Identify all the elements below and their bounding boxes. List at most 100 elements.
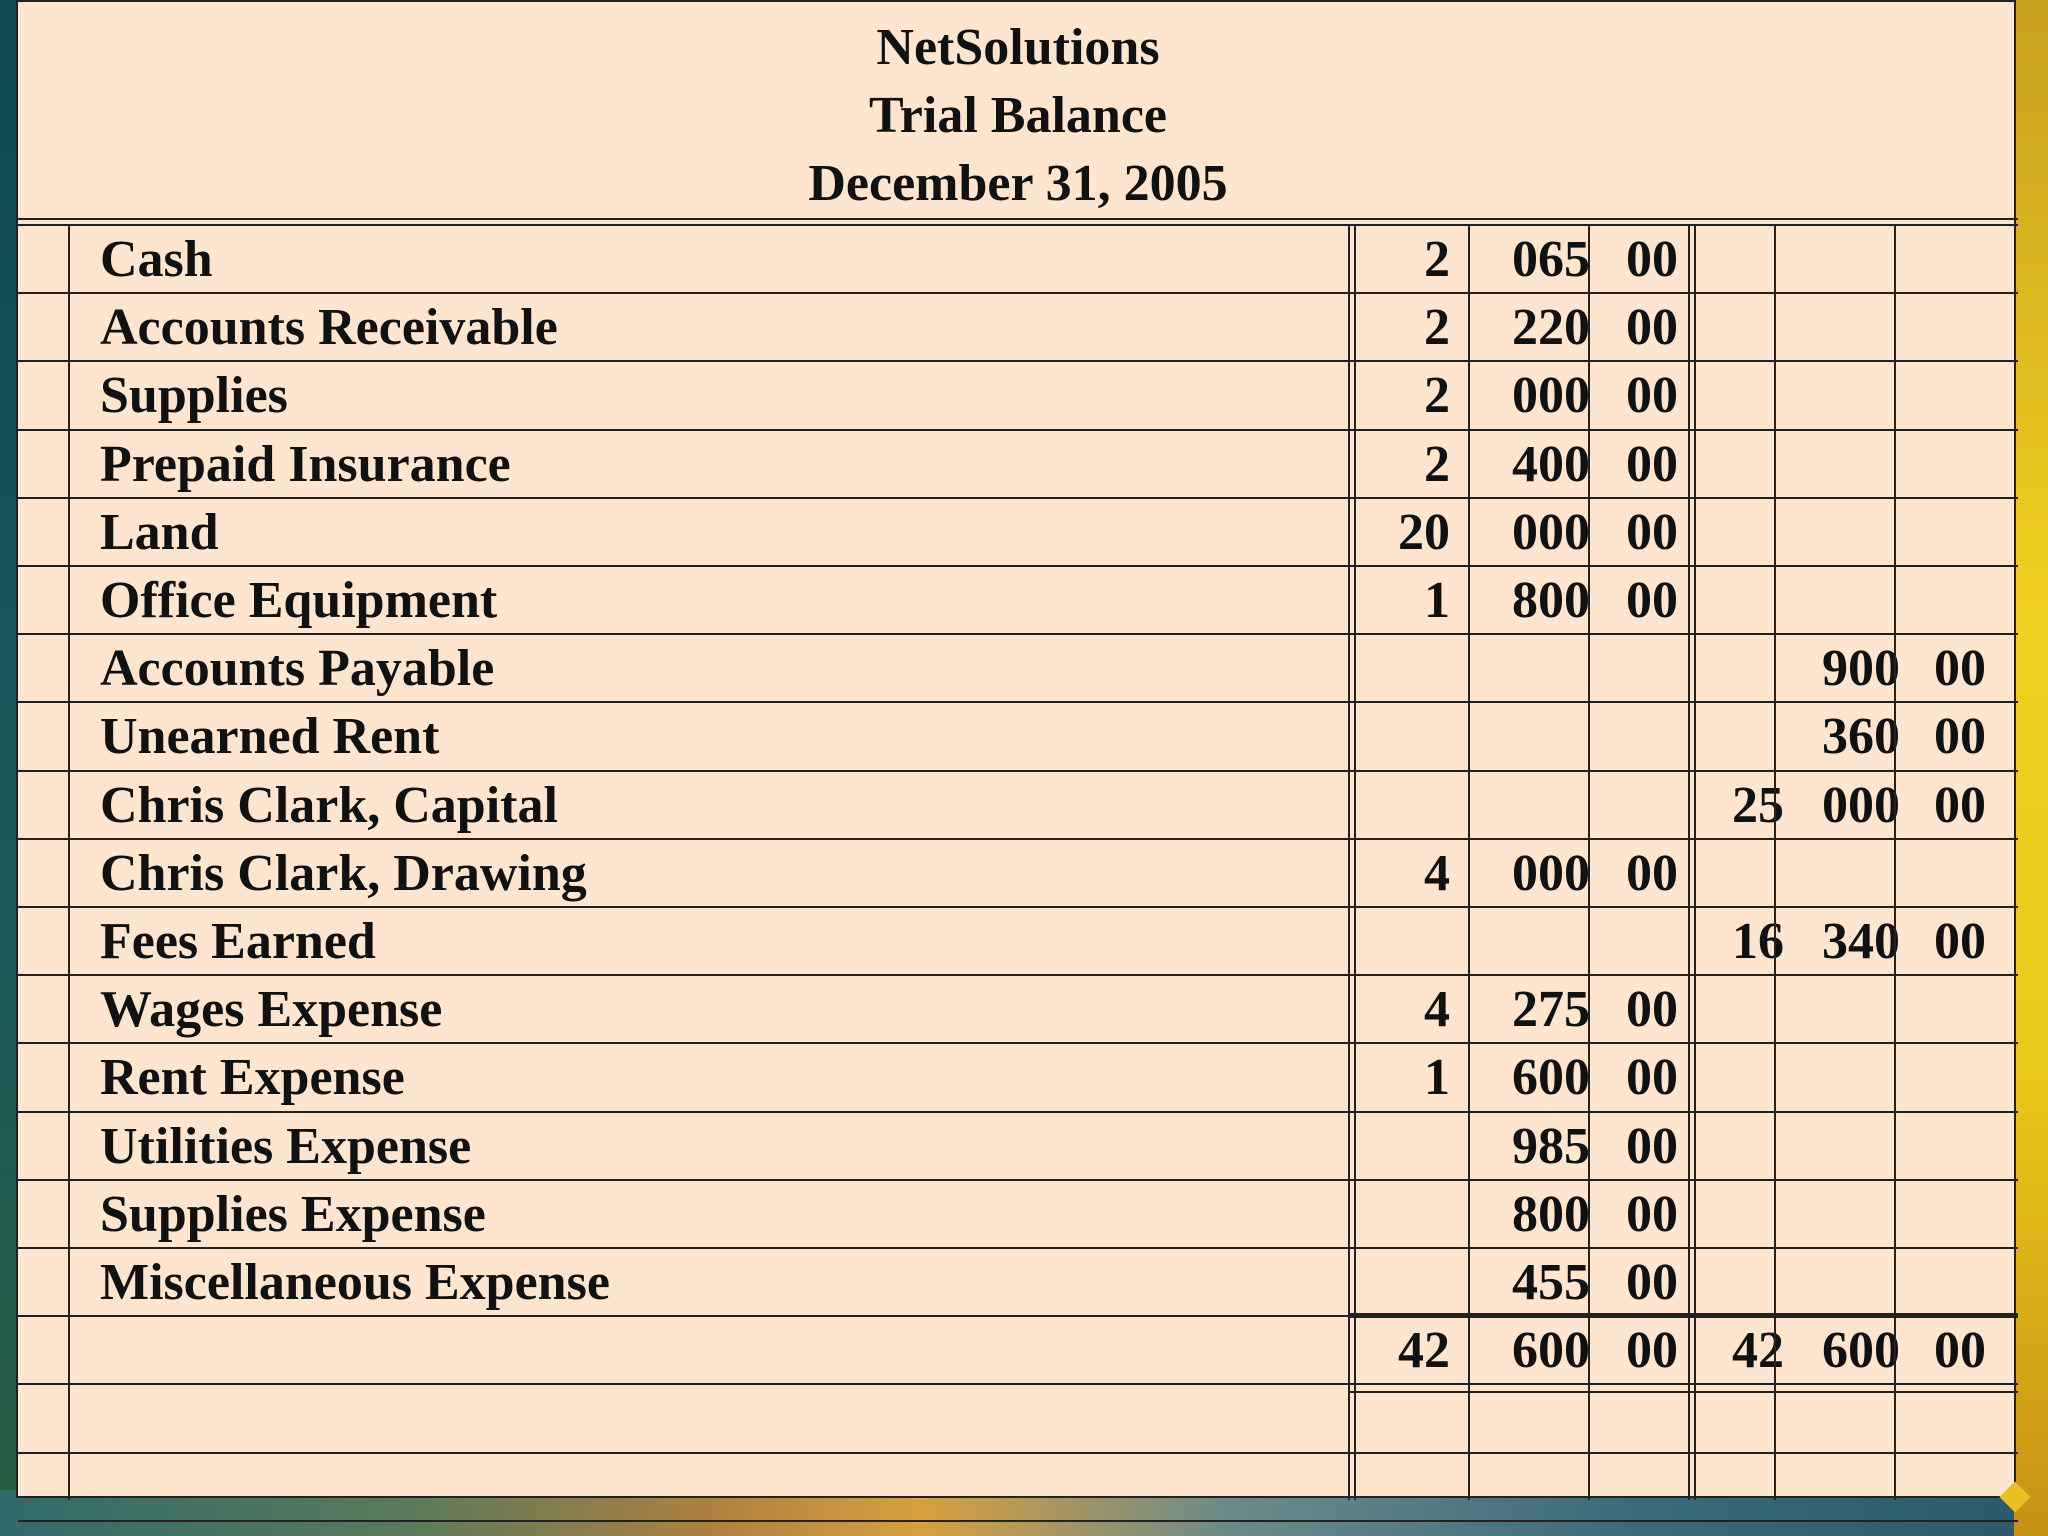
debit-amount: 2 bbox=[1424, 231, 1450, 288]
credit-amount: 00 bbox=[1934, 913, 1986, 970]
credit-amount: 16 bbox=[1732, 913, 1784, 970]
debit-amount: 065 bbox=[1512, 231, 1590, 288]
margin-rule bbox=[68, 224, 70, 1500]
debit-amount: 400 bbox=[1512, 435, 1590, 493]
total-credit: 00 bbox=[1934, 1322, 1986, 1380]
total-debit: 00 bbox=[1626, 1322, 1678, 1380]
report-title: Trial Balance bbox=[868, 87, 1167, 144]
account-name: Fees Earned bbox=[100, 913, 376, 970]
account-name: Wages Expense bbox=[100, 981, 443, 1039]
credit-amount: 00 bbox=[1934, 708, 1986, 766]
debit-divider-a bbox=[1348, 224, 1350, 1500]
total-credit: 42 bbox=[1732, 1322, 1784, 1380]
row-rule bbox=[18, 1383, 2018, 1386]
debit-amount: 00 bbox=[1626, 1049, 1678, 1107]
total-credit: 600 bbox=[1822, 1322, 1900, 1380]
row-rule bbox=[18, 1042, 2018, 1045]
header-rule-bottom bbox=[18, 224, 2018, 226]
account-name: Accounts Payable bbox=[100, 640, 495, 698]
debit-amount: 4 bbox=[1424, 981, 1450, 1039]
total-debit: 42 bbox=[1398, 1322, 1450, 1380]
report-date: December 31, 2005 bbox=[808, 155, 1228, 212]
debit-amount: 985 bbox=[1512, 1117, 1590, 1175]
row-rule bbox=[18, 769, 2018, 772]
sum-rule bbox=[1350, 1313, 2018, 1319]
debit-amount: 20 bbox=[1398, 503, 1450, 561]
row-rule bbox=[18, 1110, 2018, 1113]
account-name: Office Equipment bbox=[100, 572, 498, 629]
debit-amount: 00 bbox=[1626, 435, 1678, 493]
debit-amount: 00 bbox=[1626, 1117, 1678, 1175]
company-name: NetSolutions bbox=[876, 19, 1160, 76]
account-name: Rent Expense bbox=[100, 1049, 405, 1107]
account-name: Chris Clark, Capital bbox=[100, 776, 558, 834]
debit-amount: 00 bbox=[1626, 1185, 1678, 1243]
debit-amount: 455 bbox=[1512, 1254, 1590, 1311]
debit-amount: 000 bbox=[1512, 503, 1590, 561]
account-name: Miscellaneous Expense bbox=[100, 1254, 610, 1311]
debit-amount: 000 bbox=[1512, 367, 1590, 425]
debit-amount: 800 bbox=[1512, 1185, 1590, 1243]
account-name: Land bbox=[100, 503, 219, 561]
row-rule bbox=[18, 1519, 2018, 1522]
credit-divider-b bbox=[1694, 224, 1696, 1500]
row-rule bbox=[18, 496, 2018, 499]
trial-balance-sheet: NetSolutions Trial Balance December 31, … bbox=[16, 0, 2018, 1522]
debit-amount: 00 bbox=[1626, 981, 1678, 1039]
row-rule bbox=[18, 837, 2018, 840]
credit-amount: 000 bbox=[1822, 776, 1900, 834]
debit-amount: 2 bbox=[1424, 367, 1450, 425]
credit-amount: 00 bbox=[1934, 776, 1986, 834]
debit-amount: 800 bbox=[1512, 572, 1590, 629]
debit-amount: 00 bbox=[1626, 503, 1678, 561]
debit-amount: 4 bbox=[1424, 844, 1450, 902]
debit-amount: 220 bbox=[1512, 299, 1590, 357]
debit-amount: 00 bbox=[1626, 572, 1678, 629]
header-rule-top bbox=[18, 218, 2018, 220]
debit-amount: 600 bbox=[1512, 1049, 1590, 1107]
debit-amount: 000 bbox=[1512, 844, 1590, 902]
account-name: Supplies Expense bbox=[100, 1185, 486, 1243]
account-name: Utilities Expense bbox=[100, 1117, 472, 1175]
total-debit: 600 bbox=[1512, 1322, 1590, 1380]
account-name: Prepaid Insurance bbox=[100, 435, 511, 493]
account-name: Cash bbox=[100, 231, 213, 288]
account-name: Accounts Receivable bbox=[100, 299, 558, 357]
row-rule bbox=[18, 360, 2018, 363]
total-double-rule bbox=[1350, 1391, 2018, 1394]
debit-cents-rule bbox=[1588, 224, 1590, 1500]
row-rule bbox=[18, 701, 2018, 704]
debit-amount: 00 bbox=[1626, 367, 1678, 425]
row-rule bbox=[18, 974, 2018, 977]
row-rule bbox=[18, 1451, 2018, 1454]
credit-amount: 00 bbox=[1934, 640, 1986, 698]
row-rule bbox=[18, 292, 2018, 295]
credit-thousands-rule bbox=[1774, 224, 1776, 1500]
debit-amount: 00 bbox=[1626, 299, 1678, 357]
credit-divider-a bbox=[1688, 224, 1690, 1500]
row-rule bbox=[18, 428, 2018, 431]
account-name: Unearned Rent bbox=[100, 708, 440, 766]
account-name: Supplies bbox=[100, 367, 288, 425]
credit-amount: 25 bbox=[1732, 776, 1784, 834]
debit-amount: 275 bbox=[1512, 981, 1590, 1039]
debit-divider-b bbox=[1354, 224, 1356, 1500]
debit-amount: 00 bbox=[1626, 844, 1678, 902]
slide-edge-decoration bbox=[2014, 0, 2048, 1536]
debit-amount: 00 bbox=[1626, 231, 1678, 288]
debit-thousands-rule bbox=[1468, 224, 1470, 1500]
debit-amount: 1 bbox=[1424, 572, 1450, 629]
account-name: Chris Clark, Drawing bbox=[100, 844, 587, 902]
credit-amount: 340 bbox=[1822, 913, 1900, 970]
debit-amount: 2 bbox=[1424, 435, 1450, 493]
credit-cents-rule bbox=[1894, 224, 1896, 1500]
row-rule bbox=[18, 633, 2018, 636]
credit-amount: 900 bbox=[1822, 640, 1900, 698]
row-rule bbox=[18, 1178, 2018, 1181]
credit-amount: 360 bbox=[1822, 708, 1900, 766]
debit-amount: 2 bbox=[1424, 299, 1450, 357]
row-rule bbox=[18, 565, 2018, 567]
row-rule bbox=[18, 906, 2018, 908]
debit-amount: 00 bbox=[1626, 1254, 1678, 1311]
debit-amount: 1 bbox=[1424, 1049, 1450, 1107]
